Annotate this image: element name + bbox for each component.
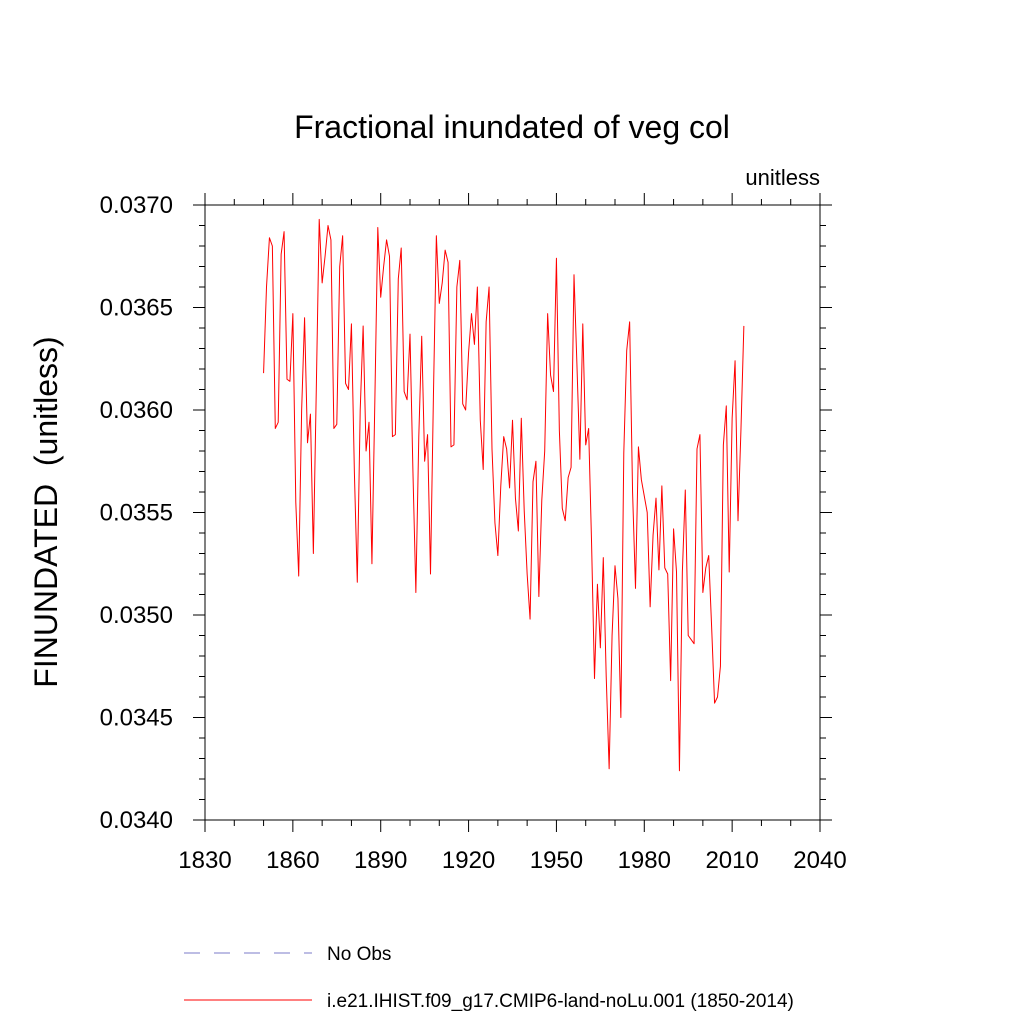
series-layer	[263, 218, 745, 772]
x-tick-label: 1860	[266, 847, 319, 874]
y-tick-label: 0.0365	[100, 295, 173, 322]
y-tick-label: 0.0350	[100, 602, 173, 629]
legend-label: i.e21.IHIST.f09_g17.CMIP6-land-noLu.001 …	[327, 991, 794, 1012]
plot-frame	[204, 204, 821, 821]
y-axis-label: FINUNDATED (unitless)	[28, 336, 64, 687]
x-tick-label: 1950	[530, 847, 583, 874]
y-tick-label: 0.0355	[100, 500, 173, 527]
x-tick-label: 1830	[178, 847, 231, 874]
legend-label: No Obs	[327, 944, 391, 965]
axis-ticks: 1830 1860 1890 1920 1950 1980 2010 2040 0.0340 0.…	[100, 192, 847, 874]
chart-title: Fractional inundated of veg col	[294, 109, 730, 145]
y-tick-label: 0.0360	[100, 397, 173, 424]
series-line	[263, 218, 745, 772]
legend: No Obs i.e21.IHIST.f09_g17.CMIP6-land-noL…	[184, 944, 794, 1012]
x-tick-label: 1890	[354, 847, 407, 874]
y-tick-label: 0.0345	[100, 705, 173, 732]
x-tick-label: 1920	[442, 847, 495, 874]
x-tick-label: 2040	[793, 847, 846, 874]
y-tick-label: 0.0370	[100, 192, 173, 219]
y-tick-label: 0.0340	[100, 807, 173, 834]
x-tick-label: 2010	[705, 847, 758, 874]
units-label: unitless	[745, 165, 820, 190]
x-tick-label: 1980	[618, 847, 671, 874]
